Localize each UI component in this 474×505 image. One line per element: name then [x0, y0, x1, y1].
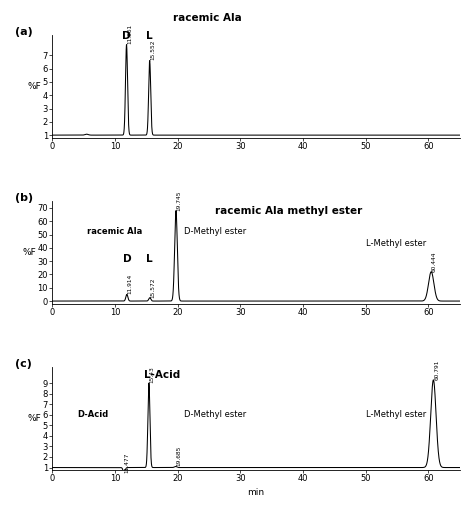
Text: (c): (c) — [16, 359, 32, 369]
Text: L-Methyl ester: L-Methyl ester — [366, 410, 426, 419]
Text: (b): (b) — [16, 193, 34, 203]
Text: 15.572: 15.572 — [151, 277, 155, 298]
Text: D-Methyl ester: D-Methyl ester — [184, 410, 246, 419]
Text: D: D — [122, 31, 131, 41]
Text: 11.914: 11.914 — [128, 274, 133, 294]
Text: 11.861: 11.861 — [128, 24, 132, 44]
Text: L: L — [146, 31, 153, 41]
Text: racemic Ala: racemic Ala — [173, 13, 241, 23]
Y-axis label: %F: %F — [27, 414, 41, 423]
Text: racemic Ala methyl ester: racemic Ala methyl ester — [215, 207, 362, 217]
Text: 60.444: 60.444 — [432, 251, 437, 272]
Text: D: D — [123, 254, 131, 264]
Text: racemic Ala: racemic Ala — [87, 227, 142, 236]
Text: D-Acid: D-Acid — [77, 410, 109, 419]
Y-axis label: %F: %F — [27, 82, 41, 91]
Text: 19.745: 19.745 — [177, 190, 182, 211]
Text: 11.477: 11.477 — [125, 452, 130, 473]
Text: 60.791: 60.791 — [434, 359, 439, 380]
Text: 19.685: 19.685 — [176, 446, 182, 466]
Text: L: L — [146, 254, 153, 264]
X-axis label: min: min — [247, 488, 264, 497]
Text: 15.43: 15.43 — [150, 366, 155, 383]
Y-axis label: %F: %F — [22, 248, 36, 257]
Text: D-Methyl ester: D-Methyl ester — [184, 227, 246, 236]
Text: (a): (a) — [16, 27, 33, 37]
Text: L-Methyl ester: L-Methyl ester — [366, 239, 426, 248]
Text: L-Acid: L-Acid — [144, 370, 180, 380]
Text: 15.552: 15.552 — [150, 40, 155, 61]
